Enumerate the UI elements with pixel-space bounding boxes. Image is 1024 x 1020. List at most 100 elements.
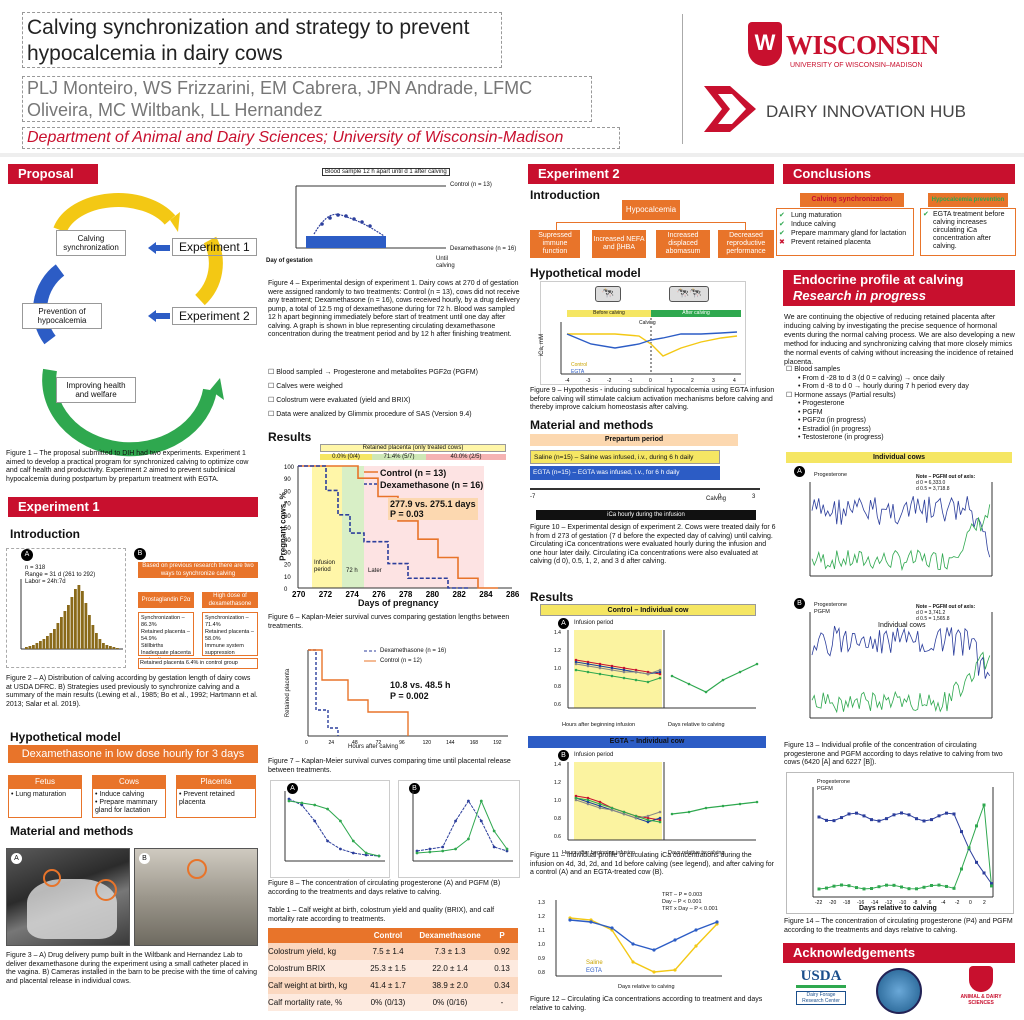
- fig11-y-tick: 0.6: [554, 834, 561, 840]
- fig11-point: [586, 798, 590, 802]
- histo-bar: [91, 625, 95, 649]
- egta-cow-banner: EGTA – Individual cow: [528, 736, 766, 748]
- fig11-series: [575, 659, 661, 675]
- hypo-prev-box: Hypocalcemia prevention: [928, 193, 1008, 207]
- fig11-point: [598, 800, 602, 804]
- fig8-dex-point: [467, 799, 470, 803]
- fig14-pgfm-point: [900, 885, 903, 889]
- fig14-pgfm-point: [885, 883, 888, 887]
- fig11-series: [575, 797, 661, 823]
- fig6-rp-2: 40.0% (2/5): [426, 454, 506, 460]
- fig14-p4-point: [937, 814, 941, 818]
- fig14-p4-point: [915, 817, 918, 821]
- fig7-legend-dex: Dexamethasone (n = 16): [380, 648, 447, 654]
- fig12-egta-point: [715, 920, 719, 924]
- fig14-p4-point: [832, 819, 836, 823]
- proposal-diagram: [20, 190, 260, 457]
- fig11-point: [622, 670, 626, 674]
- fig11-point: [646, 670, 650, 674]
- authors: PLJ Monteiro, WS Frizzarini, EM Cabrera,…: [22, 76, 592, 122]
- dex-head: High dose of dexamethasone: [202, 592, 258, 608]
- fig14-pgfm-point: [877, 885, 881, 889]
- fig13b-indiv: Individual cows: [878, 622, 926, 629]
- fig8-dex-series: [416, 800, 508, 852]
- fig8-ctrl-point: [428, 850, 432, 854]
- fig11-point: [586, 670, 590, 674]
- fig11-point: [646, 814, 650, 818]
- fig8-ctrl-point: [300, 801, 304, 805]
- fig13-pgfm-line: [811, 651, 991, 714]
- fig11-series: [575, 799, 661, 819]
- fig8-ctrl-point: [364, 851, 368, 855]
- bullet-colostrum: ☐ Colostrum were evaluated (yield and BR…: [268, 397, 411, 404]
- photo-b-badge: B: [139, 853, 150, 864]
- timeline-calving: Calving: [706, 496, 727, 502]
- fig14-p4-point: [990, 882, 993, 886]
- hyp-control-line: [567, 333, 738, 357]
- fig11-point: [610, 806, 614, 810]
- fig14-p4-point: [855, 811, 858, 815]
- histo-bar: [39, 641, 42, 649]
- fig6-x-tick: 280: [426, 590, 440, 599]
- fig12-y-tick: 1.3: [538, 900, 545, 906]
- results1-heading: Results: [268, 430, 312, 444]
- fig6-72h-band: [342, 466, 364, 588]
- fig12-saline-point: [694, 944, 698, 948]
- fig6-period-72h: 72 h: [346, 568, 358, 574]
- histo-bar: [70, 597, 74, 649]
- fig14-p4-point: [982, 871, 986, 875]
- fig8-a-badge: A: [287, 783, 298, 794]
- exp2-results-heading: Results: [530, 590, 574, 604]
- fig14-p4-point: [870, 818, 873, 822]
- fig4-until: Until calving: [436, 256, 455, 269]
- fig14-p4-point: [952, 812, 956, 816]
- fig8-ctrl-point: [441, 849, 445, 853]
- fig14-x-tick: -14: [871, 900, 878, 906]
- fig11-point: [634, 816, 638, 820]
- fig12-saline-line: [569, 917, 718, 973]
- uw-logo-sub: UNIVERSITY OF WISCONSIN–MADISON: [790, 62, 923, 69]
- fig12-y-tick: 0.8: [538, 970, 545, 976]
- fig14-p4-point: [945, 811, 948, 815]
- hyp-x-tick: 2: [691, 378, 694, 384]
- check-icon: ✔: [779, 212, 785, 219]
- fig12-stats: TRT – P = 0.003 Day – P < 0.001 TRT x Day …: [662, 892, 718, 912]
- fig12-legend-saline: Saline: [586, 960, 603, 966]
- table-1-caption: Table 1 – Calf weight at birth, colostru…: [268, 907, 495, 923]
- fig8-dex-point: [441, 845, 445, 849]
- fig14-p4-point: [907, 813, 911, 817]
- figure-11-caption: Figure 11 – Individual profile of circul…: [530, 852, 774, 876]
- fig11-post-point: [670, 812, 674, 816]
- fig11-point: [622, 810, 626, 814]
- fig12-y-tick: 1.1: [538, 928, 545, 934]
- fig11a-badge: A: [558, 618, 569, 629]
- ads-logo: ANIMAL & DAIRY SCIENCES: [950, 966, 1012, 1016]
- fig6-y-tick: 30: [284, 550, 291, 556]
- fig13-p4-line: [811, 496, 991, 558]
- uw-crest-icon: W: [748, 22, 782, 66]
- fig14-pgfm-point: [892, 883, 896, 887]
- fig14-x-tick: -4: [941, 900, 946, 906]
- fig11-point: [646, 680, 650, 684]
- histogram-panel: A n = 318 Range = 31 d (261 to 292) Labo…: [6, 548, 126, 668]
- fig7-x-tick: 72: [376, 740, 382, 746]
- calv-sync-list: ✔ Lung maturation ✔ Induce calving ✔ Prepar…: [776, 208, 914, 256]
- figure-3-caption: Figure 3 – A) Drug delivery pump built i…: [6, 952, 257, 985]
- rp-control: Retained placenta 6.4% in control group: [138, 658, 258, 669]
- table-1: Control Dexamethasone P Colostrum yield,…: [268, 928, 518, 1011]
- department: Department of Animal and Dairy Sciences;…: [22, 127, 620, 149]
- histo-bar: [49, 633, 53, 649]
- fig11-point: [598, 662, 602, 666]
- fig8b-svg: [412, 791, 513, 862]
- figure-1-caption: Figure 1 – The proposal submitted to DIH…: [6, 450, 249, 483]
- histo-bar: [77, 585, 81, 649]
- figure-10-caption: Figure 10 – Experimental design of exper…: [530, 524, 776, 565]
- fig11-point: [658, 820, 662, 824]
- endocrine-text: We are continuing the objective of reduc…: [784, 312, 1015, 366]
- fig14-pgfm-point: [945, 884, 948, 888]
- fig4-control: Control (n = 13): [450, 182, 492, 188]
- fig14-pgfm-point: [982, 803, 986, 807]
- hyp-x-tick: 1: [670, 378, 673, 384]
- hatch-logo-icon: [876, 968, 922, 1014]
- camera-highlight: [187, 859, 207, 879]
